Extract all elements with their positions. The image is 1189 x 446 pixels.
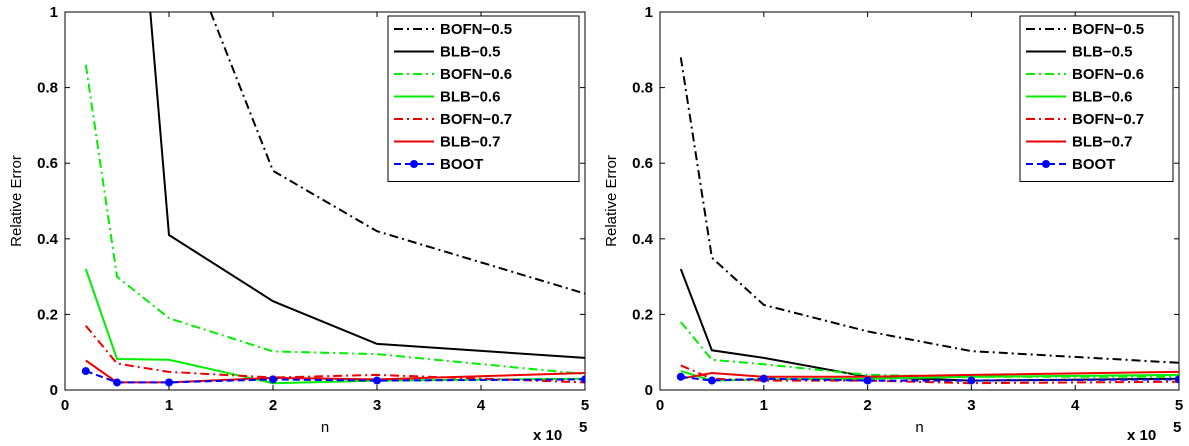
chart1-xtick-label: 5 (581, 397, 589, 414)
chart1-series-point-6 (373, 376, 381, 385)
chart2-series-line-6 (680, 375, 1179, 382)
chart2-series-line-0 (679, 57, 1179, 364)
chart1-ytick-label: 0.8 (37, 80, 58, 97)
chart1-x-multiplier-exponent: 5 (579, 419, 587, 436)
chart1-ytick-label: 0.6 (37, 155, 58, 172)
chart1-legend-label-2: BOFN−0.6 (440, 66, 512, 83)
chart1-ytick-label: 0.2 (37, 306, 58, 323)
chart2-xlabel: n (915, 419, 923, 436)
chart1-series-line-2 (84, 64, 585, 376)
chart1-series-point-6 (165, 378, 173, 387)
chart2-xtick-label: 2 (863, 397, 871, 414)
chart2-legend-label-3: BLB−0.6 (1072, 89, 1132, 106)
chart1-series-point-6 (581, 375, 585, 384)
chart2-x-multiplier: x 10 (1127, 427, 1156, 444)
chart1-ytick-label: 1 (50, 4, 58, 21)
chart2-series-point-6 (707, 376, 716, 385)
chart2-xtick-label: 0 (656, 397, 664, 414)
chart2-xtick-label: 3 (967, 397, 975, 414)
chart2-series-point-6 (863, 376, 872, 385)
chart2-ylabel: Relative Error (603, 155, 620, 247)
chart2-legend-label-0: BOFN−0.5 (1072, 21, 1144, 38)
chart2-legend-label-5: BLB−0.7 (1072, 134, 1132, 151)
chart1-series-line-4 (85, 325, 585, 384)
chart1-xlabel: n (321, 419, 329, 436)
chart1-xtick-label: 1 (165, 397, 173, 414)
chart2-ytick-label: 1 (645, 4, 653, 21)
chart2-series-line-5 (680, 370, 1179, 380)
chart1-series-group (81, 12, 585, 387)
chart2-legend-label-6: BOOT (1072, 156, 1115, 173)
chart2-series-point-6 (1175, 375, 1179, 384)
chart1-xtick-label: 4 (477, 397, 486, 414)
chart2-legend-label-1: BLB−0.5 (1072, 44, 1132, 61)
chart2-ytick-label: 0.8 (632, 80, 653, 97)
chart1-series-point-6 (269, 375, 277, 384)
chart1-series-line-1 (149, 12, 585, 359)
chart1-ytick-label: 0.4 (37, 231, 59, 248)
chart2-legend: BOFN−0.5 BLB−0.5 BOFN−0.6 BLB−0.6 BOFN−0.7 BL… (1019, 15, 1174, 182)
chart2-series-line-2 (680, 321, 1179, 378)
chart2-series-point-6 (967, 376, 976, 385)
chart1-legend-label-5: BLB−0.7 (440, 134, 500, 151)
chart1-legend-marker-6 (410, 160, 418, 168)
chart2-ytick-label: 0.2 (632, 306, 653, 323)
chart1-series-line-0 (209, 12, 585, 295)
chart1-legend-label-4: BOFN−0.7 (440, 111, 512, 128)
chart1: 0 1 2 3 4 5 0 0.2 0.4 0.6 0.8 1 n Relative Error x 10 5… (8, 4, 589, 444)
chart2-xtick-label: 1 (760, 397, 768, 414)
chart2-series-line-1 (679, 268, 1179, 382)
chart1-legend-label-0: BOFN−0.5 (440, 21, 512, 38)
chart2-ytick-label: 0.4 (632, 231, 654, 248)
chart1-series-line-6 (85, 370, 585, 384)
chart1-ytick-label: 0 (50, 382, 58, 399)
chart2-x-multiplier-exponent: 5 (1173, 419, 1181, 436)
chart2-axes-frame (659, 11, 1180, 391)
chart2-legend-marker-6 (1042, 160, 1050, 168)
chart1-legend-label-6: BOOT (440, 156, 483, 173)
chart1-series-line-3 (84, 268, 585, 385)
chart2-series-point-6 (759, 374, 768, 383)
chart1-xtick-label: 0 (61, 397, 69, 414)
chart1-xtick-label: 3 (373, 397, 381, 414)
chart1-series-point-6 (113, 378, 121, 387)
chart2-series-group (676, 57, 1179, 385)
chart1-series-point-6 (81, 367, 90, 376)
chart2-xtick-label: 5 (1175, 397, 1183, 414)
chart2-ytick-label: 0 (645, 382, 653, 399)
chart2-legend-label-2: BOFN−0.6 (1072, 66, 1144, 83)
chart1-legend-box (387, 15, 580, 182)
chart1-xtick-label: 2 (269, 397, 277, 414)
chart2-ytick-label: 0.6 (632, 155, 653, 172)
chart2-xtick-label: 4 (1071, 397, 1080, 414)
chart2-legend-label-4: BOFN−0.7 (1072, 111, 1144, 128)
chart1-legend-label-3: BLB−0.6 (440, 89, 500, 106)
chart1-x-multiplier: x 10 (533, 427, 562, 444)
chart1-axes-frame (64, 11, 586, 391)
chart1-legend-label-1: BLB−0.5 (440, 44, 500, 61)
chart2-legend-box (1019, 15, 1174, 182)
chart1-legend: BOFN−0.5 BLB−0.5 BOFN−0.6 BLB−0.6 BOFN−0.7 BL… (387, 15, 580, 182)
chart2-series-point-6 (676, 372, 685, 381)
chart2: 0 1 2 3 4 5 0 0.2 0.4 0.6 0.8 1 n Relative Error x 10 5… (603, 4, 1183, 444)
chart1-ylabel: Relative Error (8, 155, 25, 247)
